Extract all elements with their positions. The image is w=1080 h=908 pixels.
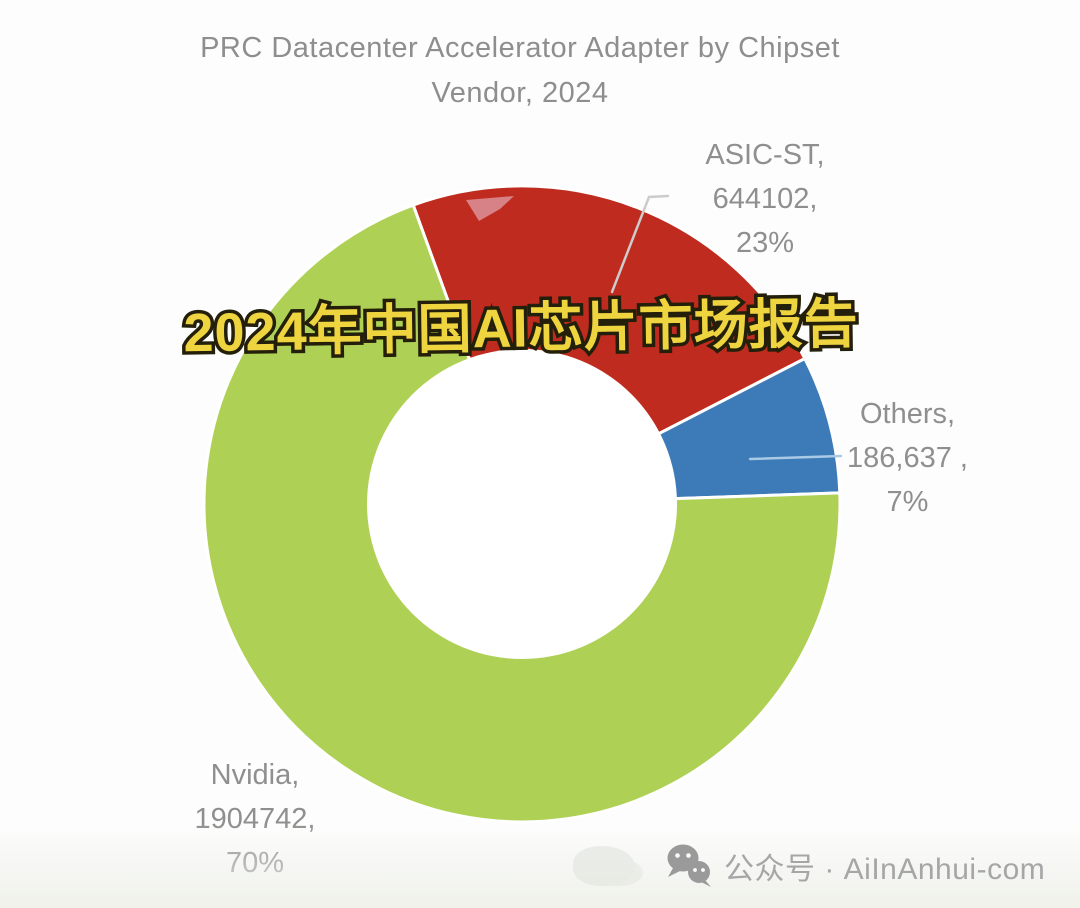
leader-line-others <box>748 454 843 461</box>
chart-title-line2: Vendor, 2024 <box>431 77 609 109</box>
watermark-text: 公众号 · AiInAnhui-com <box>724 853 1046 886</box>
slice-label-asic-st-value: 644102, <box>712 183 818 215</box>
slice-label-asic-st-percent: 23% <box>735 227 795 259</box>
slice-label-asic-st: ASIC-ST, 644102, 23% <box>640 133 890 265</box>
faint-logo-watermark <box>573 846 635 886</box>
slice-label-others-value: 186,637 , <box>847 442 968 474</box>
highlight-sliver <box>466 196 514 221</box>
chart-title: PRC Datacenter Accelerator Adapter by Ch… <box>40 26 1000 116</box>
slice-label-nvidia-percent: 70% <box>225 847 285 879</box>
donut-hole <box>367 349 677 659</box>
slice-label-nvidia-value: 1904742, <box>194 803 316 835</box>
slice-label-others-name: Others, <box>859 398 956 430</box>
chart-title-line1: PRC Datacenter Accelerator Adapter by Ch… <box>200 32 840 64</box>
slice-label-others: Others, 186,637 , 7% <box>785 392 1030 524</box>
watermark: 公众号 · AiInAnhui-com <box>666 843 1045 889</box>
leader-line-asic-st <box>610 194 670 294</box>
slice-label-asic-st-name: ASIC-ST, <box>705 139 825 171</box>
slice-label-nvidia-name: Nvidia, <box>210 759 300 791</box>
headline-banner: 2024年中国AI芯片市场报告 <box>180 290 863 366</box>
slice-label-nvidia: Nvidia, 1904742, 70% <box>132 753 378 885</box>
slice-label-others-percent: 7% <box>886 486 929 518</box>
wechat-icon <box>667 844 711 887</box>
